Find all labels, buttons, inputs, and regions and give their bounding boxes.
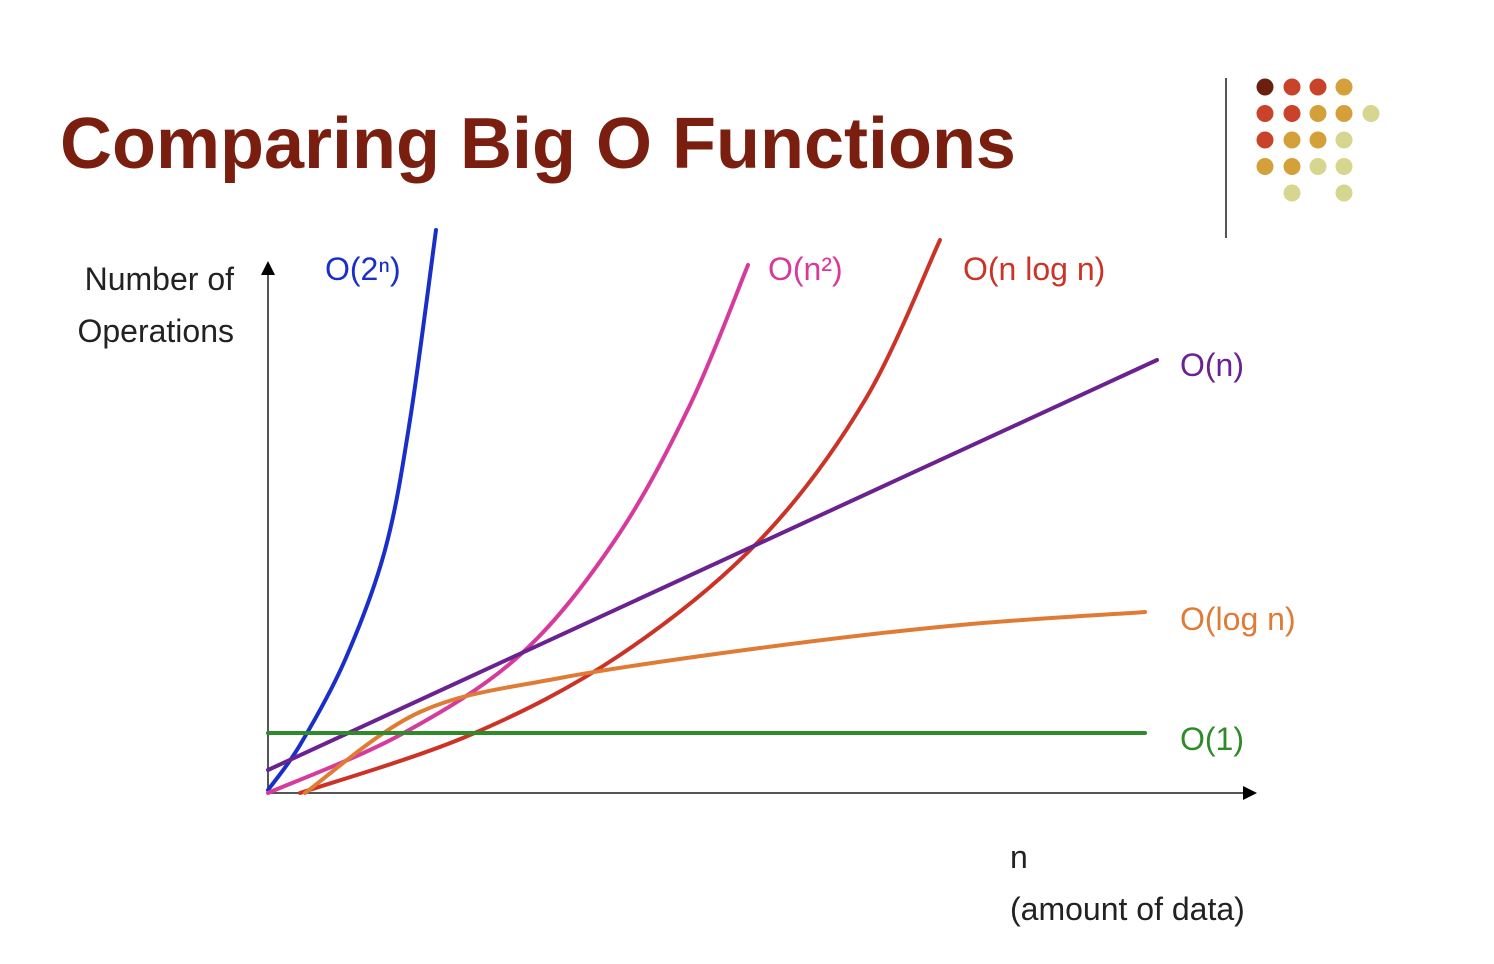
curve-label: O(log n)	[1180, 601, 1296, 637]
curve-label: O(1)	[1180, 721, 1244, 757]
curve-label: O(n log n)	[963, 251, 1105, 287]
dot	[1309, 131, 1327, 149]
dot	[1309, 105, 1327, 122]
dot	[1256, 78, 1274, 96]
dot	[1362, 105, 1380, 122]
dot	[1335, 131, 1353, 149]
dot	[1283, 105, 1301, 122]
dot	[1256, 158, 1274, 175]
dot	[1256, 131, 1274, 149]
curve	[266, 263, 750, 795]
x-axis-label: n	[1010, 839, 1028, 875]
curve-label: O(2ⁿ)	[325, 251, 401, 287]
curve	[303, 610, 1147, 795]
curve	[266, 228, 438, 792]
decoration-dots	[1256, 78, 1380, 202]
y-axis-label: Number of	[85, 261, 235, 297]
dot	[1283, 131, 1301, 149]
curve	[298, 238, 942, 795]
x-axis-label: (amount of data)	[1010, 891, 1245, 927]
dot	[1309, 78, 1327, 96]
dot	[1335, 158, 1353, 175]
curve	[266, 358, 1159, 772]
dot	[1335, 184, 1353, 202]
curve-label: O(n²)	[768, 251, 843, 287]
dot	[1256, 105, 1274, 122]
dot	[1283, 158, 1301, 175]
dot	[1335, 78, 1353, 96]
curve-label: O(n)	[1180, 347, 1244, 383]
slide-title: Comparing Big O Functions	[60, 104, 1016, 184]
dot	[1283, 78, 1301, 96]
y-axis-label: Operations	[77, 313, 234, 349]
dot	[1335, 105, 1353, 122]
curves: O(2ⁿ) O(n²) O(n log n) O(n) O(log n) O(1)	[266, 228, 1296, 795]
dot	[1309, 158, 1327, 175]
dot	[1283, 184, 1301, 202]
